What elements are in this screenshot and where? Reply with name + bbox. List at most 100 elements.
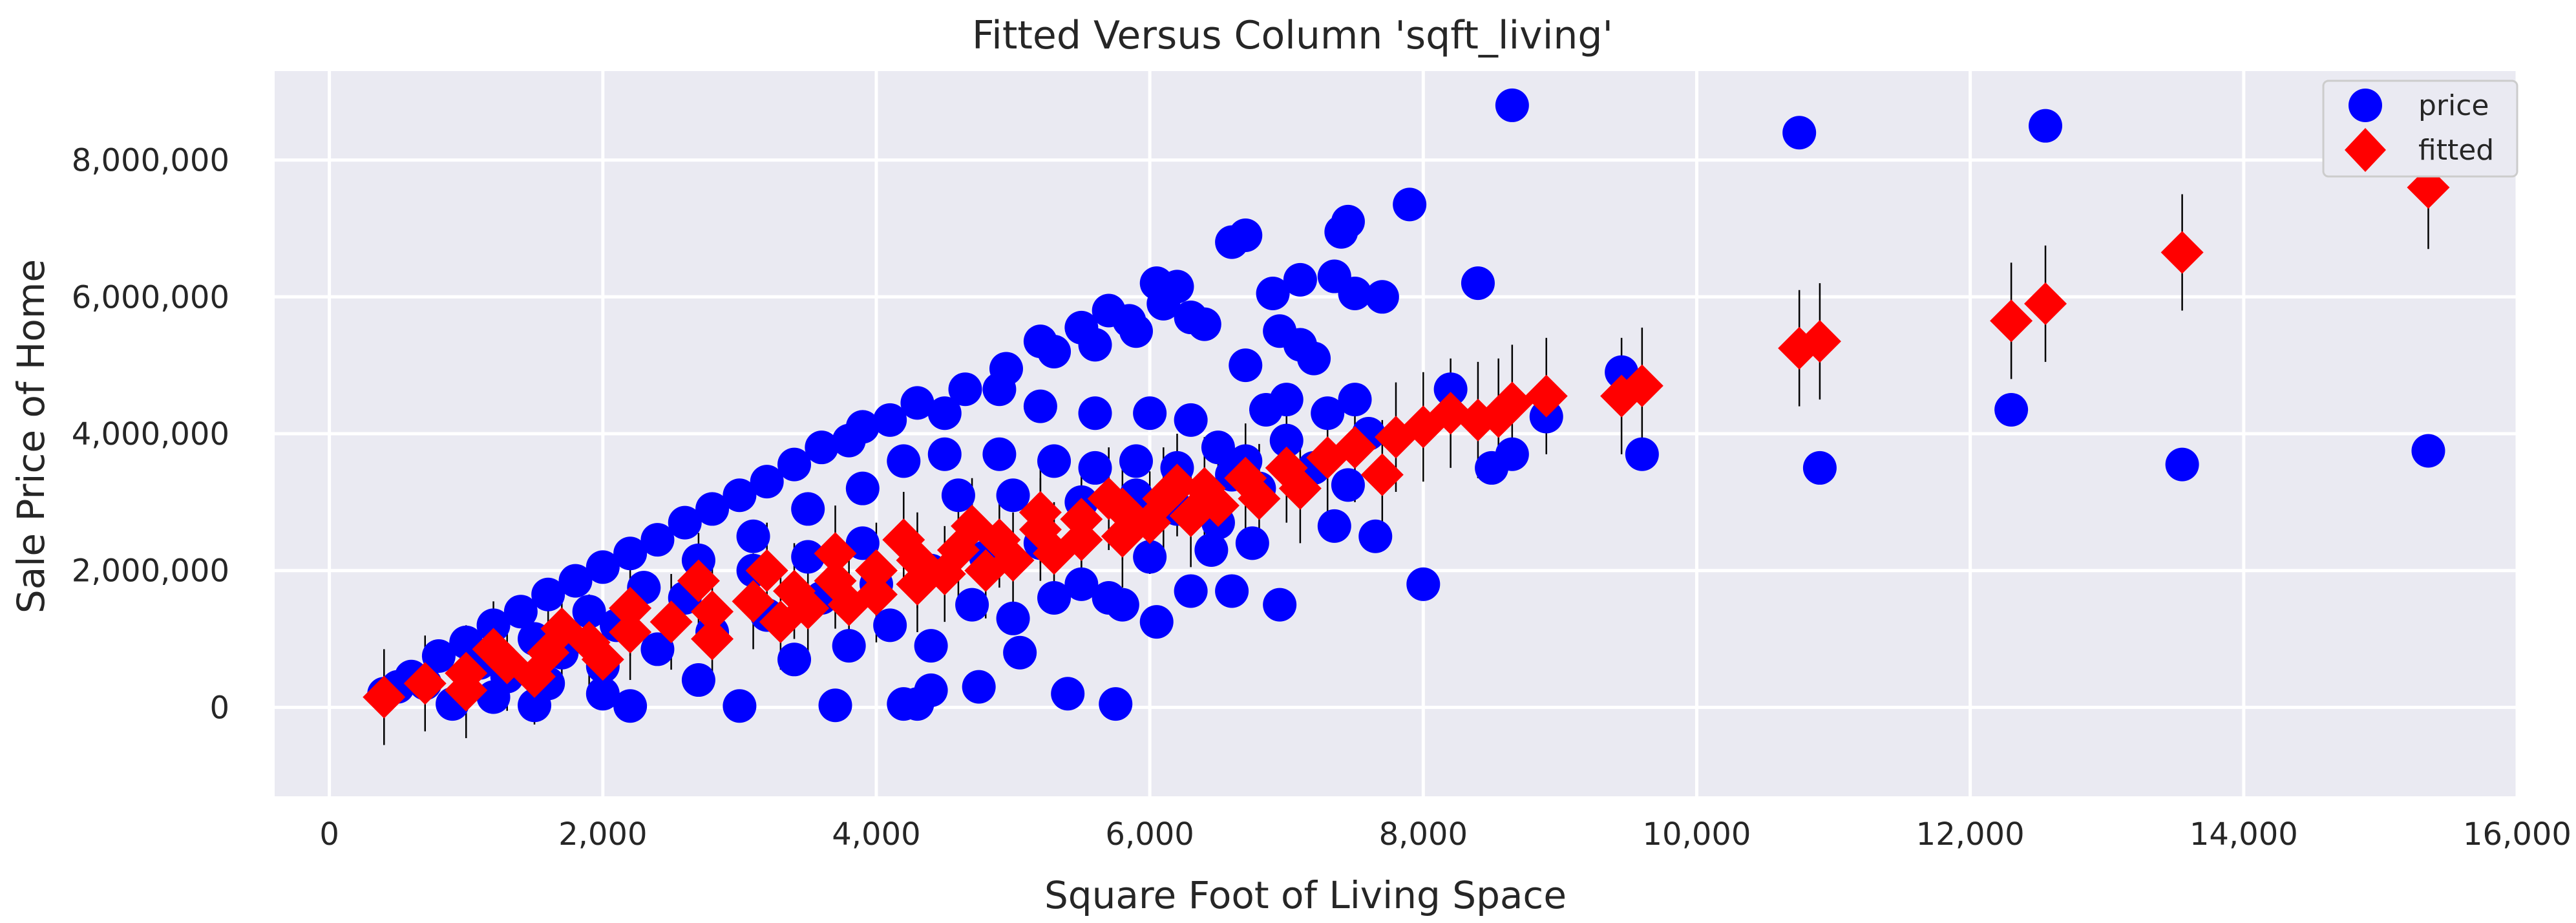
- price-point: [421, 639, 456, 674]
- fitted-point: [1033, 532, 1076, 575]
- price-point: [723, 689, 757, 723]
- price-point: [1099, 687, 1133, 721]
- fitted-point: [1019, 491, 1062, 534]
- x-tick-label: 0: [319, 816, 339, 853]
- price-point: [927, 437, 962, 471]
- fitted-point: [581, 638, 624, 681]
- price-point: [1393, 187, 1427, 222]
- price-point: [1064, 567, 1099, 601]
- price-point: [1283, 262, 1317, 297]
- price-point: [914, 629, 948, 663]
- price-point: [1229, 348, 1263, 383]
- price-point: [640, 632, 675, 666]
- price-point: [518, 688, 552, 723]
- price-point: [1215, 574, 1249, 608]
- fitted-point: [649, 600, 693, 644]
- price-point: [1994, 392, 2029, 427]
- fitted-point: [1525, 374, 1568, 418]
- price-point: [1201, 430, 1235, 465]
- price-point: [1139, 605, 1174, 639]
- price-point: [1331, 468, 1365, 502]
- fitted-point: [745, 549, 788, 592]
- grid-lines: [275, 71, 2519, 796]
- price-point: [1174, 574, 1208, 608]
- legend-price-label: price: [2418, 89, 2489, 122]
- price-point: [1495, 88, 1529, 122]
- price-point: [586, 550, 620, 584]
- price-point: [1133, 540, 1167, 574]
- price-point: [805, 430, 839, 465]
- fitted-series: [363, 165, 2450, 719]
- legend-price-marker: [2349, 89, 2382, 122]
- fitted-point: [609, 610, 652, 653]
- price-point: [887, 444, 921, 478]
- price-point: [1037, 334, 1072, 368]
- price-point: [668, 505, 702, 540]
- price-point: [558, 564, 593, 598]
- fitted-point: [1375, 416, 1417, 459]
- price-point: [962, 670, 996, 704]
- fitted-point: [513, 655, 556, 698]
- price-point: [1297, 341, 1331, 376]
- price-point: [1194, 533, 1229, 567]
- x-tick-label: 12,000: [1916, 816, 2025, 853]
- price-point: [1802, 451, 1837, 485]
- price-point: [1023, 389, 1057, 423]
- x-tick-label: 14,000: [2190, 816, 2298, 853]
- price-point: [586, 677, 620, 711]
- fitted-point: [403, 662, 447, 705]
- legend: price fitted: [2322, 80, 2518, 178]
- legend-fitted-marker: [2345, 128, 2386, 172]
- price-point: [476, 608, 511, 642]
- price-point: [873, 403, 907, 437]
- fitted-point: [2160, 231, 2204, 274]
- price-point: [695, 492, 730, 526]
- price-point: [1311, 396, 1345, 430]
- fitted-point: [1087, 477, 1130, 520]
- fitted-point: [609, 586, 652, 630]
- fitted-point: [1306, 436, 1349, 480]
- price-point: [873, 608, 907, 642]
- price-point: [1078, 328, 1112, 362]
- price-point: [2165, 447, 2199, 482]
- fitted-point: [1990, 299, 2033, 343]
- price-point: [1256, 277, 1290, 311]
- price-point: [941, 478, 975, 513]
- price-point: [1133, 396, 1167, 430]
- chart-title: Fitted Versus Column 'sqft_living': [972, 13, 1613, 58]
- y-tick-label: 6,000,000: [72, 279, 229, 315]
- price-point: [1215, 225, 1249, 259]
- legend-fitted-label: fitted: [2418, 134, 2494, 167]
- price-point: [845, 471, 880, 505]
- price-point: [1187, 307, 1221, 341]
- price-point: [927, 396, 962, 430]
- price-point: [1037, 581, 1072, 615]
- fitted-point: [677, 559, 720, 602]
- fitted-point: [540, 607, 584, 650]
- price-point: [1263, 314, 1297, 348]
- price-point: [750, 465, 784, 499]
- fitted-point: [814, 532, 857, 575]
- price-point: [982, 372, 1017, 407]
- fitted-point: [882, 518, 925, 562]
- fitted-point: [1278, 467, 1322, 510]
- price-point: [1119, 444, 1153, 478]
- y-axis-label: Sale Price of Home: [9, 259, 53, 613]
- price-point: [2029, 109, 2063, 143]
- y-tick-label: 4,000,000: [72, 416, 229, 452]
- fitted-point: [759, 600, 802, 644]
- y-tick-label: 8,000,000: [72, 143, 229, 179]
- fitted-point: [896, 562, 939, 606]
- price-point: [503, 595, 538, 629]
- fitted-point: [854, 549, 898, 592]
- fitted-point: [691, 617, 734, 661]
- price-point: [613, 536, 648, 571]
- price-point: [1146, 286, 1181, 321]
- price-point: [1119, 314, 1153, 348]
- x-tick-label: 4,000: [832, 816, 920, 853]
- price-point: [1092, 581, 1126, 615]
- price-point: [1338, 383, 1372, 417]
- price-point: [723, 478, 757, 513]
